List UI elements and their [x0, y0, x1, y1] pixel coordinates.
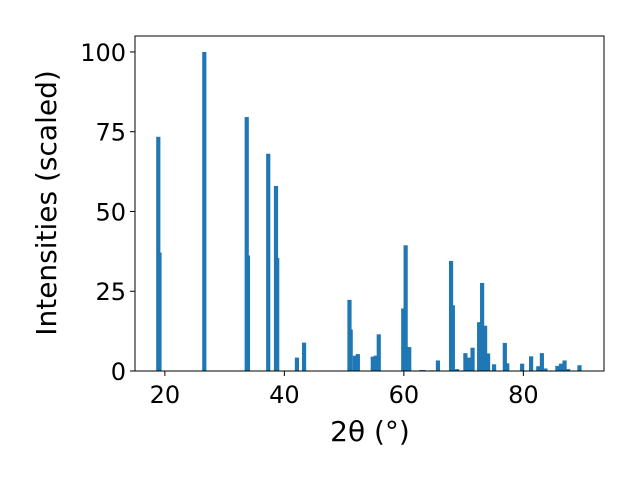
- x-tick-label: 60: [389, 381, 420, 409]
- bar-0-27: [463, 353, 468, 371]
- bars: [156, 51, 582, 372]
- x-tick-label: 40: [269, 381, 300, 409]
- plot-frame: [134, 35, 605, 372]
- bar-0-18: [403, 245, 408, 371]
- y-tick-label: 100: [80, 39, 126, 67]
- bar-0-43: [558, 363, 564, 371]
- bar-0-36: [505, 363, 510, 371]
- bar-0-32: [483, 325, 488, 371]
- bar-0-29: [470, 347, 475, 371]
- bar-0-45: [566, 369, 571, 371]
- bar-0-5: [266, 153, 271, 371]
- bar-0-39: [536, 366, 541, 371]
- bar-0-44: [562, 360, 567, 371]
- bar-0-46: [577, 365, 582, 371]
- bar-0-3: [244, 117, 249, 372]
- x-axis-ticks: 20 40 60 80: [150, 371, 539, 409]
- bar-0-1: [157, 252, 162, 371]
- bar-0-9: [301, 342, 307, 371]
- x-tick-label: 80: [508, 381, 539, 409]
- bar-0-34: [491, 364, 497, 371]
- bar-0-16: [376, 334, 381, 371]
- bar-0-38: [529, 356, 534, 371]
- bar-0-41: [543, 368, 548, 371]
- bar-0-8: [294, 357, 300, 371]
- bar-0-19: [407, 347, 412, 371]
- bar-0-14: [370, 356, 375, 371]
- bar-0-11: [348, 329, 353, 371]
- bar-0-25: [450, 305, 455, 371]
- bar-0-7: [275, 258, 280, 371]
- bar-0-23: [435, 360, 440, 371]
- bar-0-12: [352, 355, 357, 371]
- x-tick-label: 20: [150, 381, 181, 409]
- y-axis-label: Intensities (scaled): [30, 70, 63, 336]
- bar-0-40: [539, 353, 544, 371]
- y-tick-label: 0: [111, 358, 126, 386]
- bar-0-37: [520, 363, 525, 371]
- y-tick-label: 25: [95, 278, 126, 306]
- bar-0-35: [502, 342, 507, 371]
- bar-0-4: [245, 255, 251, 371]
- y-tick-label: 50: [95, 198, 126, 226]
- y-axis-ticks: 0 25 50 75 100: [80, 39, 135, 386]
- bar-0-17: [401, 308, 406, 371]
- bar-0-31: [480, 282, 485, 371]
- bar-0-42: [555, 365, 560, 371]
- bar-0-2: [202, 51, 207, 371]
- bar-0-30: [477, 322, 482, 371]
- x-axis-label: 2θ (°): [330, 415, 410, 448]
- y-tick-label: 75: [95, 119, 126, 147]
- bar-0-33: [486, 353, 491, 371]
- bar-0-26: [454, 369, 460, 371]
- bar-0-15: [373, 355, 378, 371]
- bar-0-13: [355, 354, 360, 371]
- bar-0-28: [466, 357, 471, 371]
